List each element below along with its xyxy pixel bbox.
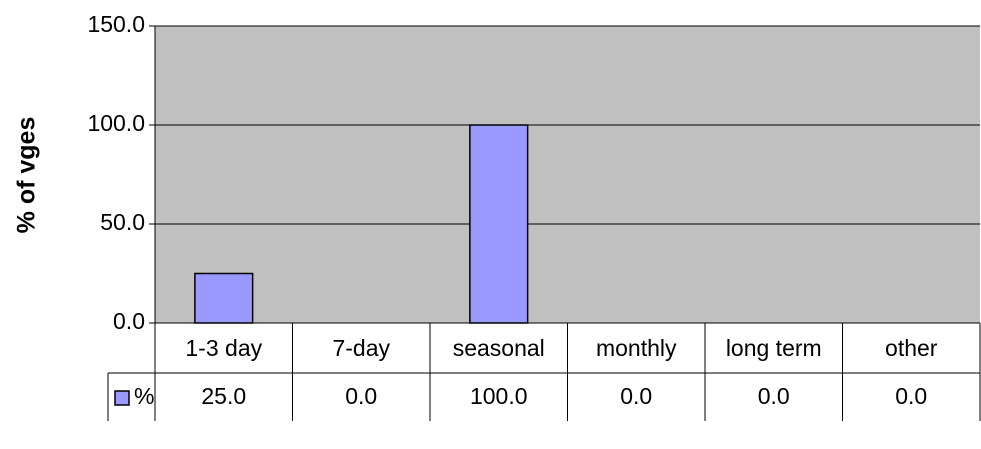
table-value: 0.0 (895, 383, 927, 409)
y-tick-label: 50.0 (100, 209, 145, 235)
table-value: 100.0 (470, 383, 528, 409)
bar (194, 272, 254, 324)
y-axis-label: % of vges (13, 117, 41, 234)
table-value: 0.0 (758, 383, 790, 409)
y-tick-label: 0.0 (113, 308, 145, 334)
plot-area (155, 26, 980, 323)
legend-key (114, 390, 130, 406)
x-tick-label: other (885, 335, 938, 361)
y-tick-label: 100.0 (87, 110, 145, 136)
table-value: 0.0 (345, 383, 377, 409)
x-tick-label: seasonal (453, 335, 545, 361)
y-tick-label: 150.0 (87, 11, 145, 37)
x-tick-label: monthly (596, 335, 677, 361)
bar (469, 124, 529, 324)
x-tick-label: 1-3 day (185, 335, 262, 361)
table-value: 25.0 (201, 383, 246, 409)
legend-label: % (134, 383, 154, 409)
x-tick-label: 7-day (332, 335, 390, 361)
table-value: 0.0 (620, 383, 652, 409)
x-tick-label: long term (726, 335, 822, 361)
